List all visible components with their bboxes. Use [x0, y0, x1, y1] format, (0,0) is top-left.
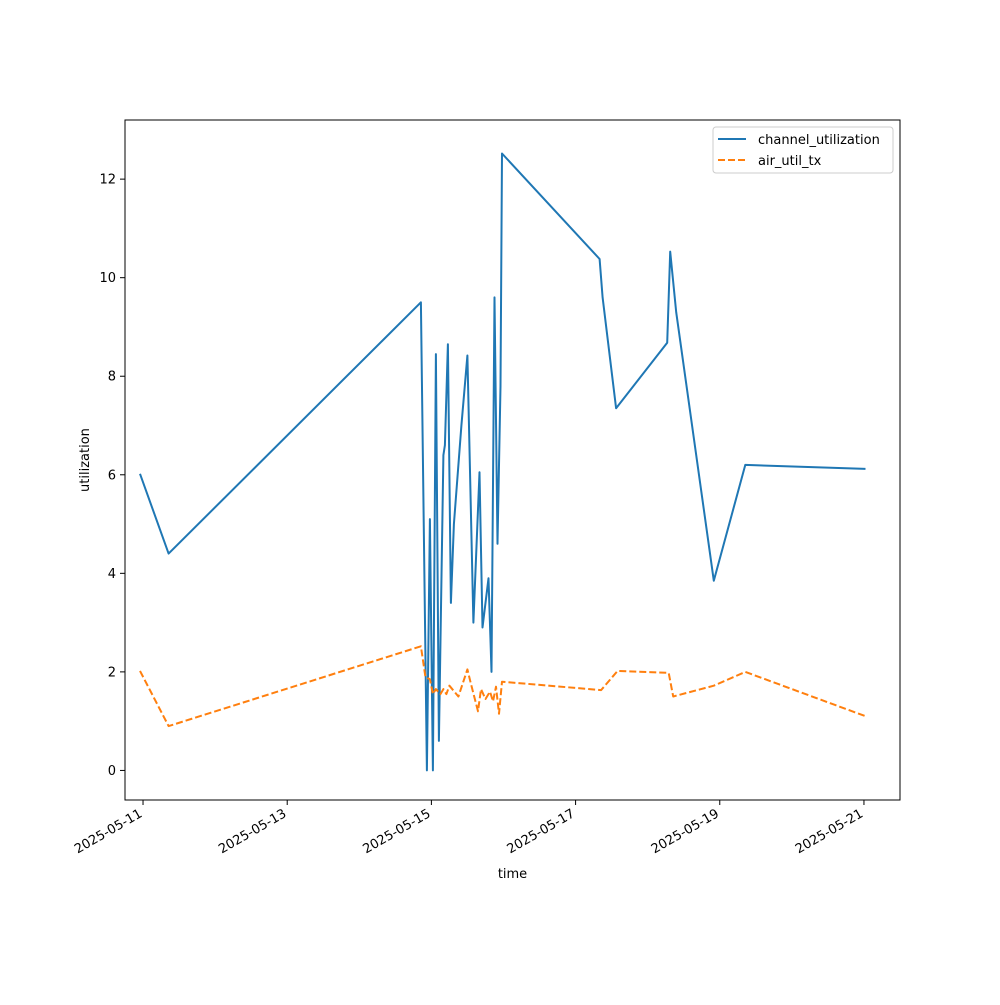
series-lines — [139, 152, 866, 772]
x-tick-label: 2025-05-17 — [505, 806, 578, 857]
x-tick-label: 2025-05-15 — [360, 806, 433, 857]
y-tick-label: 10 — [99, 271, 116, 286]
legend-box — [712, 126, 894, 174]
y-tick-label: 6 — [108, 468, 116, 483]
y-tick-label: 0 — [108, 764, 116, 779]
y-tick-label: 12 — [99, 173, 116, 188]
x-tick-label: 2025-05-21 — [793, 806, 866, 857]
x-tick-label: 2025-05-11 — [72, 806, 145, 857]
y-tick-label: 2 — [108, 665, 116, 680]
legend: channel_utilization air_util_tx — [712, 126, 894, 174]
y-tick-label: 4 — [108, 567, 116, 582]
series-line-air-util-tx — [139, 645, 866, 728]
x-axis-ticks: 2025-05-11 2025-05-13 2025-05-15 2025-05-17… — [72, 800, 866, 857]
legend-label-air-util-tx: air_util_tx — [758, 154, 822, 169]
plot-area-frame — [124, 119, 901, 801]
y-axis-ticks: 0 2 4 6 8 10 12 — [99, 173, 125, 779]
legend-label-channel-utilization: channel_utilization — [758, 133, 880, 148]
series-line-channel-utilization — [139, 152, 866, 772]
y-tick-label: 8 — [108, 370, 116, 385]
x-tick-label: 2025-05-19 — [649, 806, 722, 857]
x-axis-label: time — [498, 867, 527, 882]
y-axis-label: utilization — [78, 428, 93, 492]
x-tick-label: 2025-05-13 — [216, 806, 289, 857]
